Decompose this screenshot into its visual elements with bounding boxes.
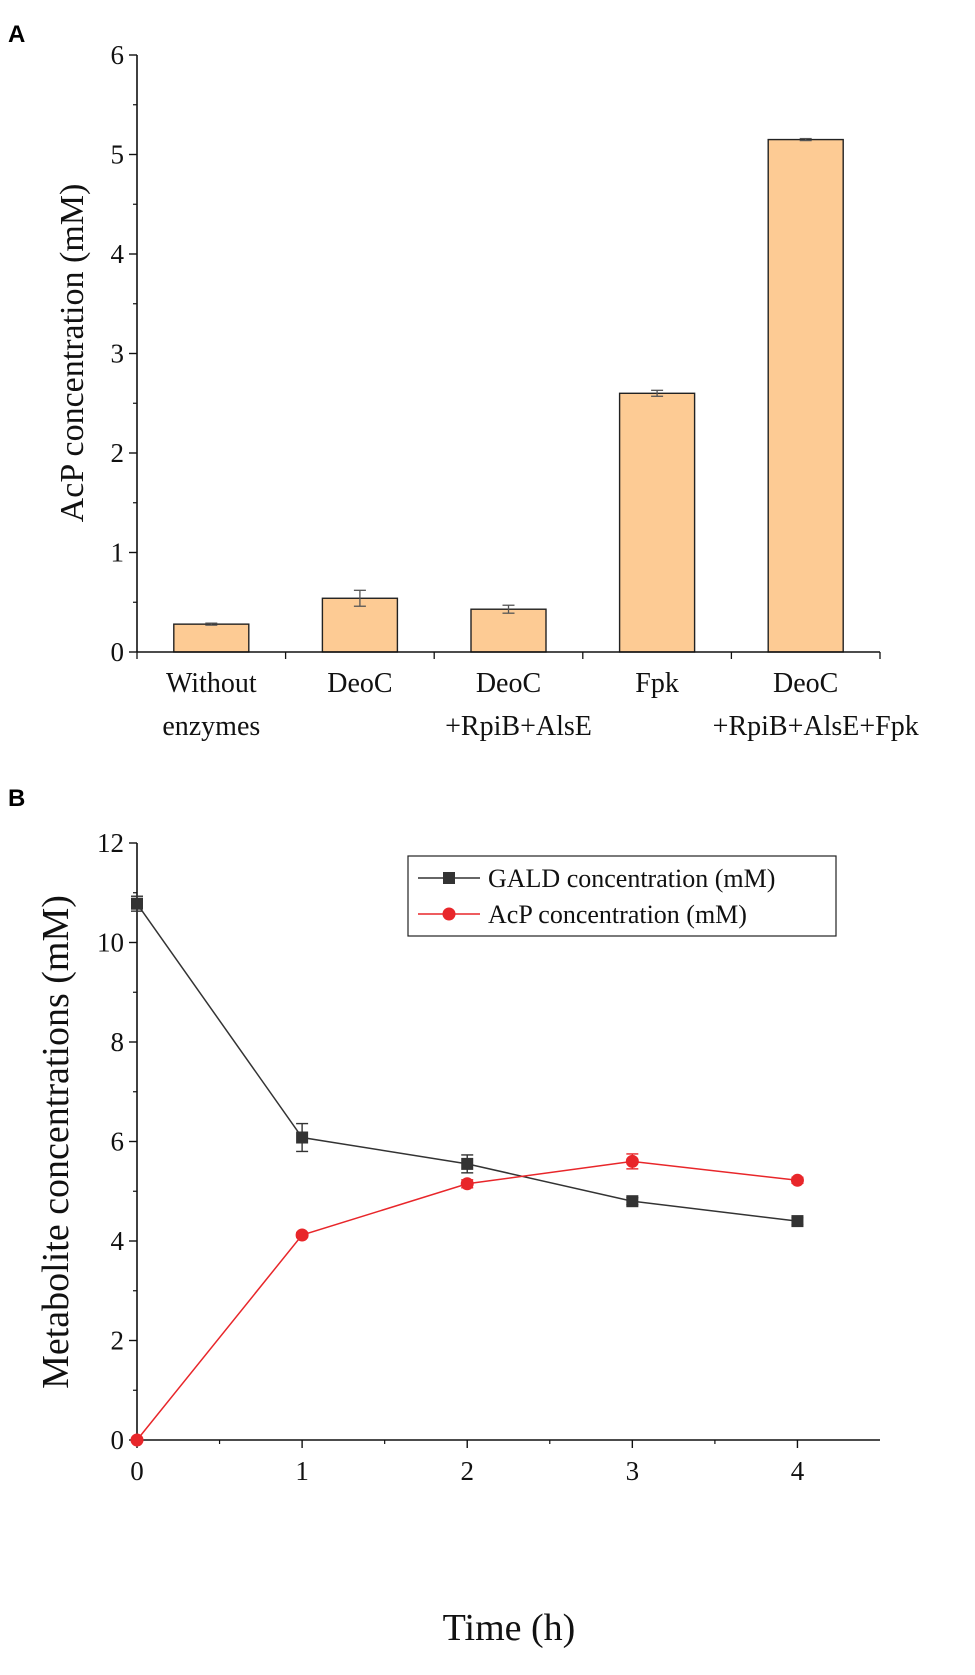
- legend-box: [407, 855, 837, 937]
- series-0-point-0: [131, 897, 143, 910]
- series-1-point-1: [295, 1228, 309, 1242]
- panel-b-xtick-label-2: 2: [460, 1456, 474, 1486]
- series-0-point-4: [791, 1215, 804, 1228]
- panel-a-ytick-label-1: 1: [111, 538, 125, 568]
- series-1-point-3: [625, 1154, 639, 1168]
- bar-0: [173, 623, 250, 653]
- panel-b-ytick-label-10: 10: [97, 928, 124, 958]
- panel-b-x-axis-title: Time (h): [443, 1607, 576, 1649]
- panel-b-legend: GALD concentration (mM) AcP concentration…: [407, 855, 837, 937]
- panel-b-xtick-label-1: 1: [295, 1456, 309, 1486]
- series-1-point-4: [790, 1173, 804, 1187]
- panel-b-xtick-label-0: 0: [130, 1456, 144, 1486]
- panel-b-letter: B: [8, 785, 25, 812]
- bar-4: [767, 138, 844, 653]
- panel-a-bars: [173, 137, 844, 653]
- panel-b-xtick-label-3: 3: [626, 1456, 640, 1486]
- legend-label-1: AcP concentration (mM): [488, 900, 747, 929]
- panel-a-chart: A 0 1 2 3 4 5 6 Without enzymes DeoC DeoC +RpiB+Al…: [8, 21, 919, 742]
- panel-b-ytick-label-12: 12: [97, 828, 124, 858]
- category-label-3-line1: Fpk: [635, 668, 679, 699]
- panel-b-ytick-label-6: 6: [111, 1127, 125, 1157]
- category-label-2-line1: DeoC: [476, 668, 541, 699]
- bar-3: [618, 392, 696, 653]
- panel-b-y-axis-title: Metabolite concentrations (mM): [35, 895, 77, 1389]
- panel-a-axes: 0 1 2 3 4 5 6: [111, 40, 881, 667]
- legend-marker-0: [443, 872, 455, 884]
- category-label-0-line2: enzymes: [162, 711, 260, 742]
- bar-2: [470, 608, 547, 653]
- series-0-point-3: [626, 1195, 639, 1208]
- series-1-point-0: [130, 1433, 144, 1447]
- panel-b-ytick-label-2: 2: [111, 1326, 125, 1356]
- category-label-0-line1: Without: [166, 668, 257, 699]
- panel-a-labels: Without enzymes DeoC DeoC +RpiB+AlsE Fpk DeoC +…: [162, 668, 918, 742]
- panel-a-ytick-label-6: 6: [111, 40, 125, 70]
- category-label-1-line1: DeoC: [327, 668, 392, 699]
- category-label-4-line2: +RpiB+AlsE+Fpk: [713, 711, 919, 742]
- legend-label-0: GALD concentration (mM): [488, 864, 775, 893]
- panel-b-ytick-label-0: 0: [111, 1425, 125, 1455]
- category-label-4-line1: DeoC: [773, 668, 838, 699]
- panel-a-letter: A: [8, 21, 25, 48]
- panel-a-ytick-label-3: 3: [111, 339, 125, 369]
- panel-b-series: [130, 895, 804, 1447]
- legend-marker-1: [442, 907, 456, 921]
- series-1-point-2: [460, 1177, 474, 1191]
- category-label-2-line2: +RpiB+AlsE: [445, 711, 592, 742]
- panel-a-ytick-label-0: 0: [111, 637, 125, 667]
- series-0-point-1: [296, 1131, 309, 1144]
- series-0-point-2: [461, 1157, 474, 1170]
- legend-items: GALD concentration (mM) AcP concentration…: [418, 864, 775, 929]
- panel-b-ytick-label-8: 8: [111, 1027, 125, 1057]
- bar-1: [321, 597, 399, 653]
- panel-a-ytick-label-4: 4: [111, 239, 125, 269]
- panel-b-xtick-label-4: 4: [791, 1456, 805, 1486]
- panel-b-ytick-label-4: 4: [111, 1226, 125, 1256]
- series-line-1: [136, 1160, 798, 1441]
- panel-a-y-axis-title: AcP concentration (mM): [54, 184, 91, 523]
- panel-a-ytick-label-2: 2: [111, 438, 125, 468]
- panel-a-ytick-label-5: 5: [111, 140, 125, 170]
